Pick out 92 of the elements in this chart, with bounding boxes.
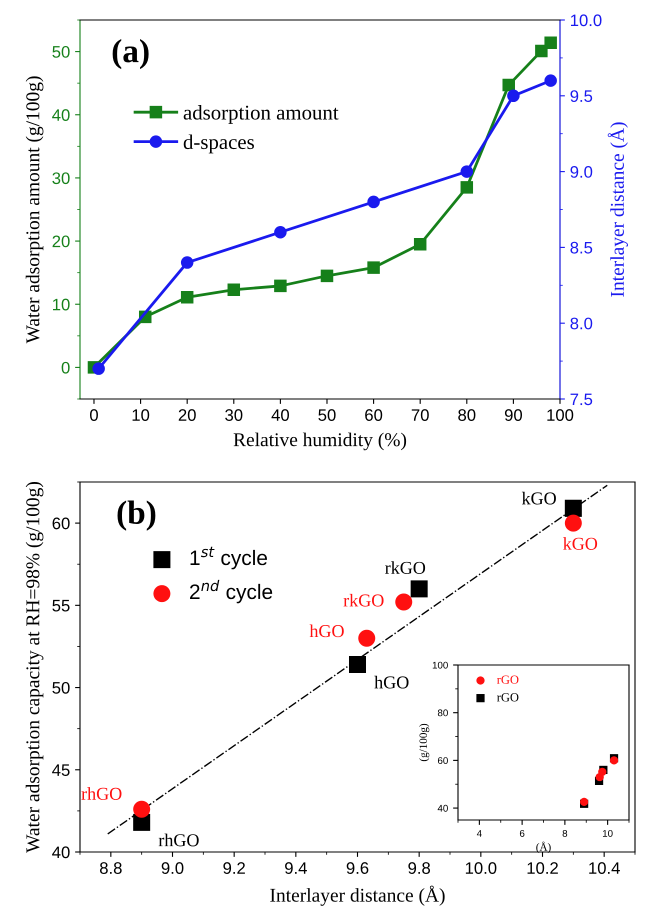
point xyxy=(348,656,366,674)
y2-tick-label: 9.0 xyxy=(570,166,592,178)
x-tick-label: 10 xyxy=(132,409,150,421)
x-tick-label: 20 xyxy=(178,409,196,421)
y-tick-label: 45 xyxy=(52,764,70,776)
y-tick-label: 50 xyxy=(52,46,70,58)
x-tick-label: 100 xyxy=(547,409,574,421)
x-tick-label: 6 xyxy=(520,830,524,837)
y2-axis-title: Interlayer distance (Å) xyxy=(608,122,628,297)
y-tick-label: 55 xyxy=(52,600,70,612)
x-tick-label: 60 xyxy=(365,409,382,421)
point xyxy=(410,580,428,598)
point xyxy=(320,270,334,282)
y-axis-title: (g/100g) xyxy=(419,724,430,762)
point xyxy=(460,165,474,178)
x-tick-label: 70 xyxy=(412,409,429,421)
x-tick-label: 8 xyxy=(562,830,568,837)
x-tick-label: 8.8 xyxy=(100,862,122,874)
y2-tick-label: 9.5 xyxy=(570,90,592,102)
x-axis-title: Interlayer distance (Å) xyxy=(270,886,445,906)
point xyxy=(228,283,240,296)
x-tick-label: 90 xyxy=(504,409,522,421)
y-tick-label: 40 xyxy=(438,804,448,812)
point xyxy=(395,594,412,611)
x-tick-label: 10 xyxy=(602,830,613,837)
point xyxy=(92,362,105,375)
x-tick-label: 9.6 xyxy=(346,862,368,874)
point xyxy=(180,256,194,269)
annotation: kGO xyxy=(563,537,598,550)
legend-label: rGO xyxy=(497,693,518,702)
x-tick-label: 9.0 xyxy=(162,862,184,874)
y-tick-label: 40 xyxy=(52,846,70,858)
point xyxy=(460,181,474,194)
point xyxy=(535,44,548,58)
annotation: hGO xyxy=(310,624,344,638)
y-tick-label: 100 xyxy=(432,662,448,669)
legend-label: rGO xyxy=(497,675,518,684)
annotation: rkGO xyxy=(385,561,426,574)
y2-tick-label: 7.5 xyxy=(570,394,592,406)
legend-label: adsorption amount xyxy=(184,105,339,124)
y-tick-label: 40 xyxy=(52,109,70,121)
x-axis-title: Relative humidity (%) xyxy=(234,432,406,450)
y2-tick-label: 10.0 xyxy=(570,14,602,26)
point xyxy=(367,196,380,208)
legend-label: 2$^{nd}$ cycle xyxy=(190,580,272,604)
y2-tick-label: 8.0 xyxy=(570,318,592,330)
x-tick-label: 50 xyxy=(318,409,336,421)
x-axis-title: (Å) xyxy=(536,842,551,854)
annotation: hGO xyxy=(374,676,409,688)
point xyxy=(564,500,582,517)
point xyxy=(502,78,515,92)
annotation: rhGO xyxy=(158,834,199,846)
y-tick-label: 80 xyxy=(438,709,448,716)
y-tick-label: 60 xyxy=(438,757,448,764)
x-tick-label: 9.4 xyxy=(285,862,307,874)
x-tick-label: 80 xyxy=(458,409,476,421)
text: (b) xyxy=(118,500,156,531)
point xyxy=(274,280,287,292)
y-tick-label: 10 xyxy=(53,298,70,310)
annotation: rhGO xyxy=(81,787,122,800)
legend-label: 1$^{st}$ cycle xyxy=(190,546,267,570)
annotation: kGO xyxy=(522,492,556,504)
y-tick-label: 0 xyxy=(62,362,70,374)
point xyxy=(564,514,582,532)
y2-tick-label: 8.5 xyxy=(570,242,592,254)
y-tick-label: 50 xyxy=(52,682,70,694)
y-axis-title: Water adsorption capacity at RH=98% (g/100g) xyxy=(26,482,44,853)
x-tick-label: 10.0 xyxy=(466,862,496,874)
point xyxy=(414,238,426,250)
y-axis-title: Water adsorption amount (g/100g) xyxy=(26,76,44,344)
point xyxy=(133,800,150,818)
x-tick-label: 30 xyxy=(225,409,242,421)
y-tick-label: 30 xyxy=(52,172,70,184)
x-tick-label: 40 xyxy=(272,409,290,421)
x-tick-label: 10.2 xyxy=(528,862,558,874)
x-tick-label: 0 xyxy=(90,409,98,421)
x-tick-label: 4 xyxy=(476,830,482,837)
legend-label: d-spaces xyxy=(184,134,254,154)
point xyxy=(180,291,194,304)
point xyxy=(544,36,557,49)
point xyxy=(358,630,376,647)
annotation: rkGO xyxy=(344,594,384,607)
text: (a) xyxy=(112,38,149,70)
y-tick-label: 20 xyxy=(52,235,70,248)
point xyxy=(367,261,380,274)
point xyxy=(544,74,557,87)
point xyxy=(274,226,287,238)
y-tick-label: 60 xyxy=(52,518,70,530)
point xyxy=(507,90,520,102)
x-tick-label: 9.8 xyxy=(408,862,430,874)
x-tick-label: 10.4 xyxy=(589,862,620,874)
x-tick-label: 9.2 xyxy=(223,862,245,874)
